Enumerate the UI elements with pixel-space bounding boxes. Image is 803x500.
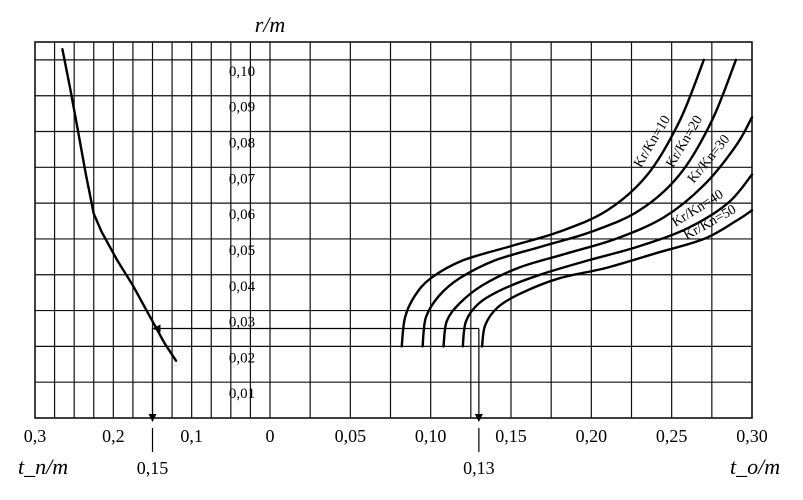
chart-grid: [34, 41, 753, 419]
series-line-5: [480, 209, 754, 348]
y-tick-label: 0,07: [229, 171, 256, 187]
right-x-axis-label: t_o/m: [730, 454, 780, 479]
left-series-line: [61, 48, 178, 362]
series-line-3: [442, 116, 754, 348]
right-x-tick-label: 0,20: [576, 426, 608, 446]
right-x-tick-label: 0,15: [495, 426, 527, 446]
y-tick-label: 0,05: [229, 243, 255, 259]
right-x-tick-label: 0,10: [415, 426, 447, 446]
y-tick-label: 0,01: [229, 386, 255, 402]
left-x-axis-label: t_n/m: [18, 454, 68, 479]
left-annotation-label: 0,15: [137, 458, 169, 478]
y-tick-label: 0,06: [229, 207, 256, 223]
y-tick-label: 0,04: [229, 279, 256, 295]
left-x-tick-label: 0,1: [180, 426, 203, 446]
y-tick-label: 0,03: [229, 315, 255, 331]
right-x-tick-label: 0,30: [736, 426, 768, 446]
y-tick-label: 0,02: [229, 350, 255, 366]
series-line-2: [421, 58, 738, 348]
left-x-tick-label: 0,2: [102, 426, 125, 446]
y-axis-label: r/m: [255, 12, 286, 37]
series-line-4: [461, 173, 754, 348]
y-tick-label: 0,08: [229, 136, 255, 152]
chart-series: [61, 48, 754, 362]
arrowhead: [148, 414, 157, 422]
left-x-tick-label: 0,3: [24, 426, 47, 446]
plot-frame: [34, 41, 753, 419]
right-x-tick-label: 0,25: [656, 426, 688, 446]
arrowhead: [474, 414, 483, 422]
right-annotation-label: 0,13: [463, 458, 495, 478]
series-line-1: [400, 58, 705, 348]
left-x-tick-label: 0: [266, 426, 275, 446]
right-x-tick-label: 0,05: [335, 426, 367, 446]
y-tick-label: 0,10: [229, 64, 255, 80]
y-tick-label: 0,09: [229, 100, 255, 116]
